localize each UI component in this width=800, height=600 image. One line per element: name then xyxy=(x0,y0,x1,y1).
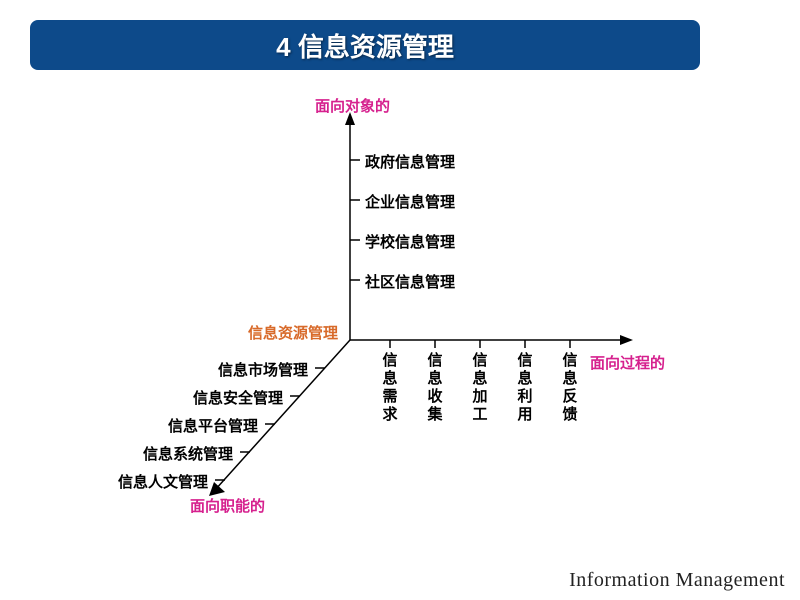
diag-item-3: 信息系统管理 xyxy=(143,443,233,464)
right-item-4: 信息反馈 xyxy=(562,352,578,424)
diag-item-2: 信息平台管理 xyxy=(168,415,258,436)
up-item-3: 社区信息管理 xyxy=(365,271,455,292)
right-item-0: 信息需求 xyxy=(382,352,398,424)
right-item-3: 信息利用 xyxy=(517,352,533,424)
title-bar: 4 信息资源管理 xyxy=(30,20,700,70)
up-item-2: 学校信息管理 xyxy=(365,231,455,252)
diag-item-0: 信息市场管理 xyxy=(218,359,308,380)
axis-label-diag: 面向职能的 xyxy=(190,495,265,516)
origin-label: 信息资源管理 xyxy=(248,322,338,343)
page-title: 4 信息资源管理 xyxy=(276,27,454,64)
right-item-1: 信息收集 xyxy=(427,352,443,424)
axis-label-up: 面向对象的 xyxy=(315,95,390,116)
diag-item-1: 信息安全管理 xyxy=(193,387,283,408)
axis-diagram: 信息资源管理 面向对象的 面向过程的 面向职能的 政府信息管理 企业信息管理 学… xyxy=(0,90,800,550)
up-item-1: 企业信息管理 xyxy=(365,191,455,212)
diag-item-4: 信息人文管理 xyxy=(118,471,208,492)
right-item-2: 信息加工 xyxy=(472,352,488,424)
axis-label-right: 面向过程的 xyxy=(590,352,665,373)
up-item-0: 政府信息管理 xyxy=(365,151,455,172)
footer-text: Information Management xyxy=(569,569,785,592)
